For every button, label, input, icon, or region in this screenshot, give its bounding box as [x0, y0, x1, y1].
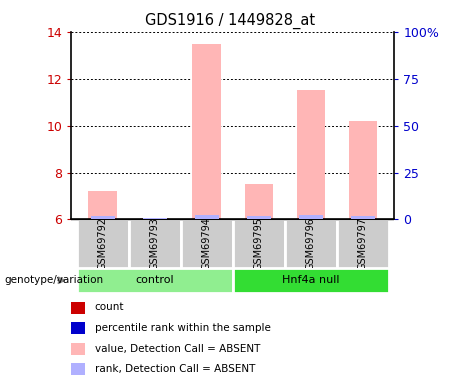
- Bar: [349, 121, 377, 219]
- Text: percentile rank within the sample: percentile rank within the sample: [95, 323, 271, 333]
- Bar: [337, 219, 389, 268]
- Text: GDS1916 / 1449828_at: GDS1916 / 1449828_at: [145, 13, 316, 29]
- Bar: [299, 214, 323, 219]
- Bar: [296, 90, 325, 219]
- Text: GSM69795: GSM69795: [254, 217, 264, 270]
- Text: GSM69794: GSM69794: [202, 217, 212, 270]
- Bar: [233, 219, 285, 268]
- Bar: [233, 268, 389, 292]
- Bar: [77, 268, 233, 292]
- Text: GSM69792: GSM69792: [98, 217, 108, 270]
- Text: GSM69793: GSM69793: [150, 217, 160, 270]
- Text: genotype/variation: genotype/variation: [5, 275, 104, 285]
- Bar: [77, 219, 129, 268]
- Bar: [129, 219, 181, 268]
- Bar: [90, 216, 115, 219]
- Text: Hnf4a null: Hnf4a null: [282, 275, 340, 285]
- Bar: [193, 44, 221, 219]
- Bar: [247, 216, 271, 219]
- Bar: [285, 219, 337, 268]
- Text: GSM69796: GSM69796: [306, 217, 316, 270]
- Bar: [181, 219, 233, 268]
- Bar: [142, 217, 167, 219]
- Bar: [141, 218, 169, 219]
- Text: value, Detection Call = ABSENT: value, Detection Call = ABSENT: [95, 344, 260, 354]
- Bar: [195, 214, 219, 219]
- Text: count: count: [95, 303, 124, 312]
- Text: control: control: [136, 275, 174, 285]
- Text: GSM69797: GSM69797: [358, 217, 368, 270]
- Text: rank, Detection Call = ABSENT: rank, Detection Call = ABSENT: [95, 364, 255, 374]
- Bar: [89, 191, 117, 219]
- Bar: [351, 216, 375, 219]
- Bar: [244, 184, 273, 219]
